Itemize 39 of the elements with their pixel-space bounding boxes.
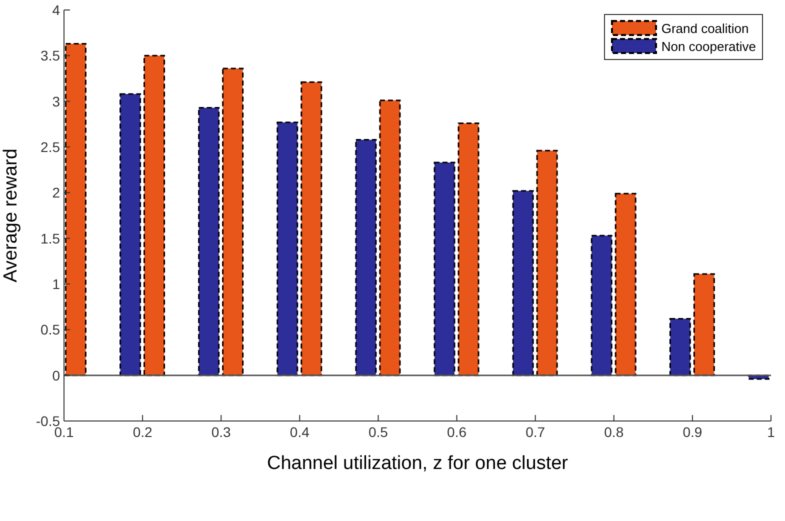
x-tick-label: 0.9 [682, 424, 702, 440]
y-tick-label: 2 [52, 184, 60, 201]
bar [614, 192, 636, 376]
x-tick-label: 0.2 [132, 424, 152, 440]
bar [276, 122, 298, 376]
bar [536, 150, 558, 376]
x-tick-label: 0.3 [211, 424, 232, 440]
y-tick-label: 3 [52, 93, 60, 110]
bar [355, 138, 377, 376]
legend-label: Grand coalition [661, 20, 749, 36]
y-axis-title: Average reward [0, 148, 22, 282]
bar [222, 68, 244, 376]
bar [458, 122, 480, 376]
y-tick-label: 1.5 [40, 230, 60, 246]
x-tick-label: 0.8 [604, 424, 624, 440]
bar [120, 93, 142, 376]
bar [693, 273, 715, 376]
y-tick-label: 2.5 [40, 138, 60, 155]
bar [590, 234, 612, 376]
bar [379, 100, 401, 376]
bar [512, 190, 534, 376]
bar [434, 162, 456, 376]
y-tick-label: 0 [52, 367, 60, 384]
x-tick-label: 0.7 [526, 424, 546, 440]
bar [669, 318, 691, 376]
legend-label: Non cooperative [661, 38, 756, 54]
x-tick-label: 0.6 [447, 424, 467, 440]
x-tick-label: 1 [767, 424, 776, 440]
x-tick-label: 0.4 [290, 424, 310, 440]
y-tick-label: 1 [52, 276, 60, 292]
bar [198, 106, 220, 376]
x-axis-title: Channel utilization, z for one cluster [267, 453, 569, 474]
y-tick-label: 3.5 [40, 48, 60, 64]
bar [300, 81, 322, 376]
y-tick-label: 0.5 [40, 322, 60, 338]
y-tick-label: 4 [52, 2, 60, 18]
bar [144, 54, 166, 376]
x-tick-label: 0.5 [368, 424, 388, 440]
bar [64, 43, 86, 376]
